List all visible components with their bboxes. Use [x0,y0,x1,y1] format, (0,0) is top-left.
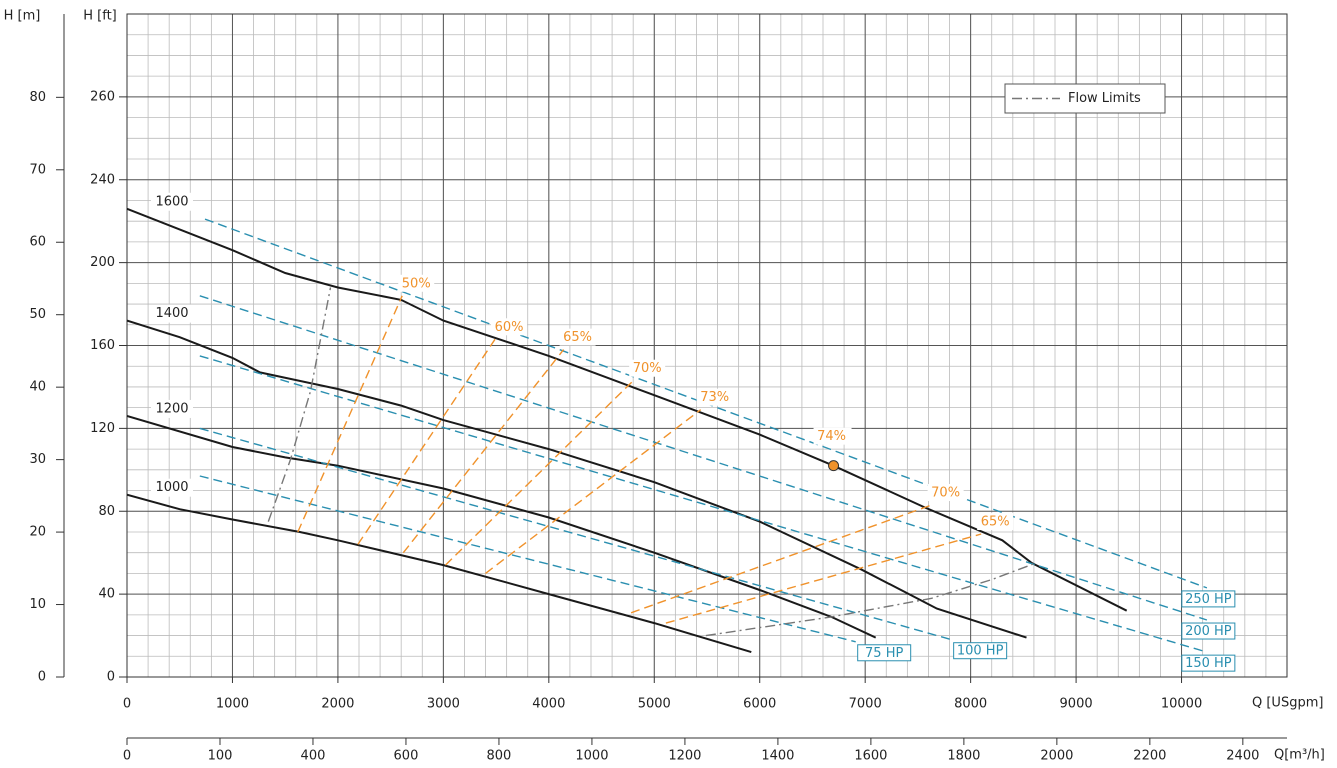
y-tick-label: 0 [107,670,115,685]
label-bg [151,478,193,497]
x2-tick-label: 1000 [575,749,608,764]
efficiency-label: 73% [700,390,729,405]
y2-tick-label: 50 [29,307,46,322]
x2-tick-label: 2000 [1040,749,1073,764]
y-axis-label: H [ft] [83,9,117,24]
best-point [828,460,840,472]
x-tick-label: 7000 [849,697,882,712]
power-label-box [1181,622,1236,640]
series-line [402,349,565,554]
y2-tick-label: 0 [38,670,46,685]
series-line [297,295,403,533]
label-bg [151,192,193,211]
label-bg [696,388,733,406]
legend-box [1004,83,1166,114]
power-label: 75 HP [865,646,903,661]
series-line [485,409,702,574]
x2-tick-label: 1400 [761,749,794,764]
series-line [126,207,1128,612]
series-line [665,533,982,624]
x2-tick-label: 2400 [1226,749,1259,764]
series-line [199,355,1208,653]
x2-tick-label: 1600 [854,749,887,764]
x-tick-label: 2000 [321,697,354,712]
x2-axis-label: Q[m³/h] [1274,748,1325,763]
x-tick-label: 9000 [1060,697,1093,712]
y-tick-label: 160 [90,338,115,353]
x-axis-label: Q [USgpm] [1252,696,1323,711]
series-line [357,338,496,545]
efficiency-label: 65% [563,330,592,345]
y-tick-label: 40 [98,587,115,602]
x2-tick-label: 1200 [668,749,701,764]
series-line [126,319,1027,639]
speed-label: 1600 [155,194,188,209]
x-tick-label: 8000 [954,697,987,712]
x2-tick-label: 0 [123,749,131,764]
power-label: 150 HP [1185,656,1232,671]
series-line [199,475,856,643]
y2-tick-label: 40 [29,380,46,395]
label-bg [977,513,1014,531]
y-tick-label: 260 [90,89,115,104]
x-tick-label: 5000 [638,697,671,712]
y-tick-label: 200 [90,255,115,270]
x2-tick-label: 2200 [1133,749,1166,764]
x-tick-label: 0 [123,697,131,712]
y2-tick-label: 30 [29,452,46,467]
power-label-box [1181,654,1236,672]
label-bg [491,318,528,336]
series-line [267,287,1037,637]
y-tick-label: 80 [98,504,115,519]
series-line [445,380,634,566]
series-line [126,493,752,654]
x2-tick-label: 600 [394,749,419,764]
label-bg [398,274,435,292]
efficiency-label: 70% [931,486,960,501]
label-bg [813,427,852,445]
y-tick-label: 120 [90,421,115,436]
efficiency-label: 70% [633,361,662,376]
series-line [199,427,952,641]
power-label-box [1181,590,1236,608]
series-line [199,295,1208,621]
x2-tick-label: 800 [487,749,512,764]
speed-label: 1400 [155,306,188,321]
power-label-box [857,644,912,662]
power-label: 200 HP [1185,624,1232,639]
x2-tick-label: 100 [208,749,233,764]
legend-label: Flow Limits [1068,91,1141,106]
speed-label: 1000 [155,480,188,495]
efficiency-label: 74% [817,429,846,444]
y2-tick-label: 20 [29,525,46,540]
x-tick-label: 3000 [427,697,460,712]
power-label: 250 HP [1185,592,1232,607]
y2-tick-label: 60 [29,235,46,250]
label-bg [927,484,964,502]
x-tick-label: 6000 [743,697,776,712]
x-tick-label: 1000 [216,697,249,712]
y-tick-label: 240 [90,172,115,187]
label-bg [629,359,666,377]
x2-tick-label: 1800 [947,749,980,764]
y2-axis-label: H [m] [4,9,41,24]
y2-tick-label: 70 [29,162,46,177]
series-line [126,414,877,639]
y2-tick-label: 80 [29,90,46,105]
label-bg [151,399,193,418]
x2-tick-label: 400 [301,749,326,764]
label-bg [151,304,193,323]
speed-label: 1200 [155,401,188,416]
efficiency-label: 65% [981,515,1010,530]
power-label-box [953,642,1008,660]
power-label: 100 HP [957,644,1004,659]
y2-tick-label: 10 [29,597,46,612]
x-tick-label: 10000 [1161,697,1202,712]
efficiency-label: 60% [495,320,524,335]
label-bg [559,328,596,346]
series-line [630,504,932,614]
x-tick-label: 4000 [532,697,565,712]
efficiency-label: 50% [402,276,431,291]
